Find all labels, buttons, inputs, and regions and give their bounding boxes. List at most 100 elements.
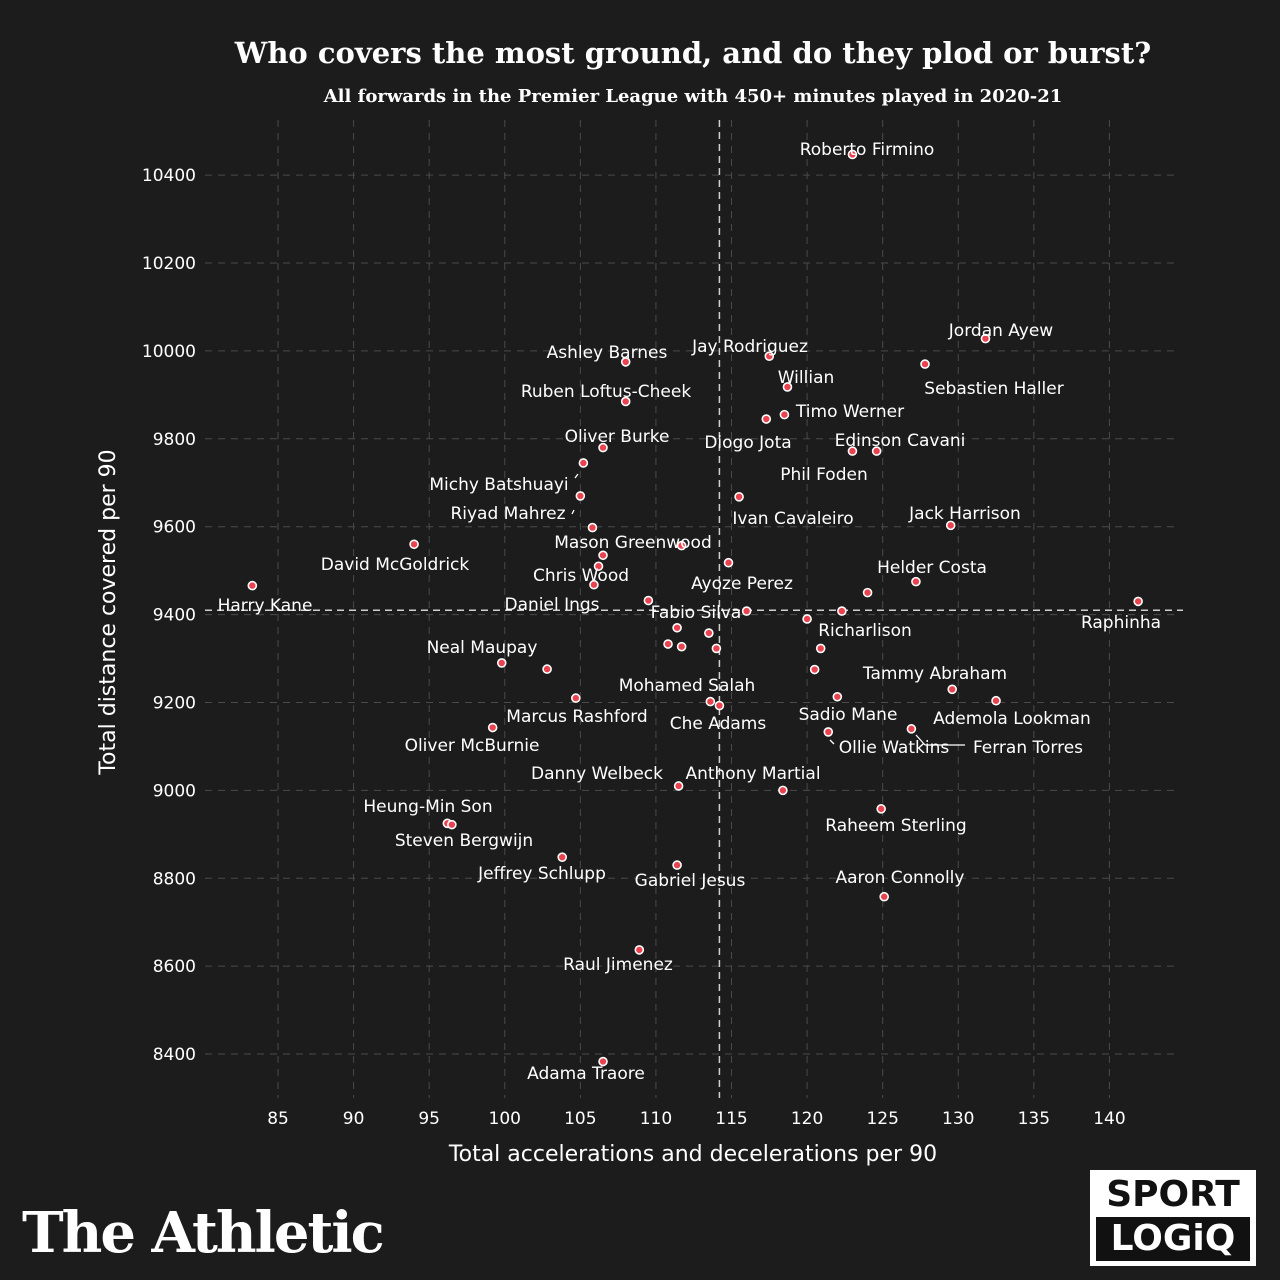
point-label: Ferran Torres: [973, 738, 1083, 758]
data-point: [575, 491, 586, 501]
y-tick-label: 10200: [142, 254, 196, 274]
point-label: Che Adams: [670, 714, 767, 734]
data-point: [676, 641, 687, 652]
data-point: [906, 724, 917, 734]
point-label: Jay Rodriguez: [691, 337, 808, 357]
data-point: [676, 540, 687, 551]
point-label: Ademola Lookman: [933, 709, 1091, 729]
y-tick-label: 8400: [153, 1045, 196, 1065]
data-point: [711, 643, 722, 654]
data-point: [862, 587, 873, 598]
data-point: [447, 819, 457, 830]
point-label: Ivan Cavaleiro: [732, 509, 853, 529]
point-label: Anthony Martial: [685, 764, 820, 784]
data-point: [764, 351, 775, 361]
point-label: Raphinha: [1081, 613, 1161, 633]
data-point: [496, 658, 507, 668]
data-point: [734, 492, 744, 502]
sportlogiq-logo: SPORT LOGiQ: [1090, 1170, 1256, 1266]
data-point: [741, 606, 752, 616]
data-point: [911, 576, 921, 587]
point-label: Diogo Jota: [704, 433, 791, 453]
point-label: Ayoze Perez: [691, 574, 793, 594]
x-tick-label: 140: [1093, 1109, 1125, 1129]
data-point: [557, 852, 568, 862]
data-point: [571, 693, 581, 703]
point-label: Raheem Sterling: [825, 816, 966, 836]
the-athletic-logo: The Athletic: [22, 1200, 385, 1266]
point-label: Heung-Min Son: [363, 797, 492, 817]
data-point: [1133, 596, 1143, 607]
point-label: Timo Werner: [795, 402, 904, 422]
point-label: Richarlison: [818, 621, 912, 641]
x-tick-label: 100: [489, 1109, 521, 1129]
data-points: [247, 149, 1143, 1067]
point-label: Ruben Loftus-Cheek: [521, 382, 692, 402]
sportlogiq-logo-line2: LOGiQ: [1096, 1217, 1250, 1261]
data-point: [598, 1056, 608, 1067]
x-tick-label: 95: [418, 1109, 440, 1129]
point-label: Roberto Firmino: [800, 140, 935, 160]
data-point: [673, 781, 684, 791]
data-point: [598, 442, 608, 453]
point-label: Ashley Barnes: [547, 343, 668, 363]
y-tick-label: 8800: [153, 869, 196, 889]
point-label: Edinson Cavani: [835, 431, 966, 451]
data-point: [871, 446, 882, 456]
chart-title: Who covers the most ground, and do they …: [234, 36, 1151, 70]
point-label: Mohamed Salah: [619, 676, 756, 696]
point-label: Jeffrey Schlupp: [477, 864, 606, 884]
data-point: [672, 860, 682, 870]
point-label: Danny Welbeck: [531, 764, 663, 784]
data-point: [589, 579, 599, 590]
y-tick-label: 9200: [153, 693, 196, 713]
data-point: [837, 606, 847, 616]
data-point: [782, 382, 793, 392]
data-point: [620, 357, 631, 367]
data-point: [947, 684, 958, 695]
y-tick-label: 8600: [153, 957, 196, 977]
data-point: [723, 557, 734, 568]
y-tick-label: 9000: [153, 781, 196, 801]
point-label: Adama Traore: [527, 1064, 645, 1084]
data-point: [487, 722, 498, 733]
point-label: Neal Maupay: [427, 638, 538, 658]
point-label: Oliver McBurnie: [405, 736, 540, 756]
data-point: [542, 664, 552, 674]
label-leaders: [571, 473, 965, 746]
data-point: [714, 700, 725, 711]
point-label: Ollie Watkins: [839, 738, 950, 758]
point-label: Mason Greenwood: [554, 533, 712, 553]
x-tick-label: 125: [866, 1109, 898, 1129]
point-label: Daniel Ings: [504, 595, 599, 615]
y-tick-label: 9400: [153, 606, 196, 626]
point-label: Phil Foden: [780, 465, 867, 485]
point-label: Helder Costa: [877, 558, 987, 578]
y-tick-label: 10000: [142, 342, 196, 362]
point-labels: Roberto Firmino Jordan Ayew Sebastien Hall…: [218, 140, 1161, 1084]
chart-subtitle: All forwards in the Premier League with …: [323, 86, 1063, 107]
point-label: Harry Kane: [218, 596, 313, 616]
point-label: Aaron Connolly: [836, 868, 965, 888]
data-point: [980, 333, 991, 344]
point-label: Riyad Mahrez: [450, 504, 565, 524]
data-point: [815, 643, 826, 654]
x-tick-label: 120: [791, 1109, 823, 1129]
data-point: [802, 614, 812, 624]
point-label: Raul Jimenez: [563, 955, 673, 975]
data-point: [778, 785, 788, 796]
y-tick-label: 9800: [153, 430, 196, 450]
y-axis-title: Total distance covered per 90: [96, 449, 121, 775]
point-label: Willian: [778, 368, 835, 388]
x-tick-label: 135: [1018, 1109, 1050, 1129]
data-point: [991, 695, 1001, 706]
reference-lines: [205, 120, 1183, 1098]
sportlogiq-logo-line1: SPORT: [1106, 1174, 1240, 1215]
x-tick-label: 115: [715, 1109, 747, 1129]
point-label: Fabio Silva: [651, 603, 742, 623]
gridlines: [205, 120, 1175, 1098]
tick-labels: 85 90 95 100 105 110 115 120 125 130 135 140 8400 860…: [142, 166, 1126, 1129]
point-label: Gabriel Jesus: [635, 871, 746, 891]
